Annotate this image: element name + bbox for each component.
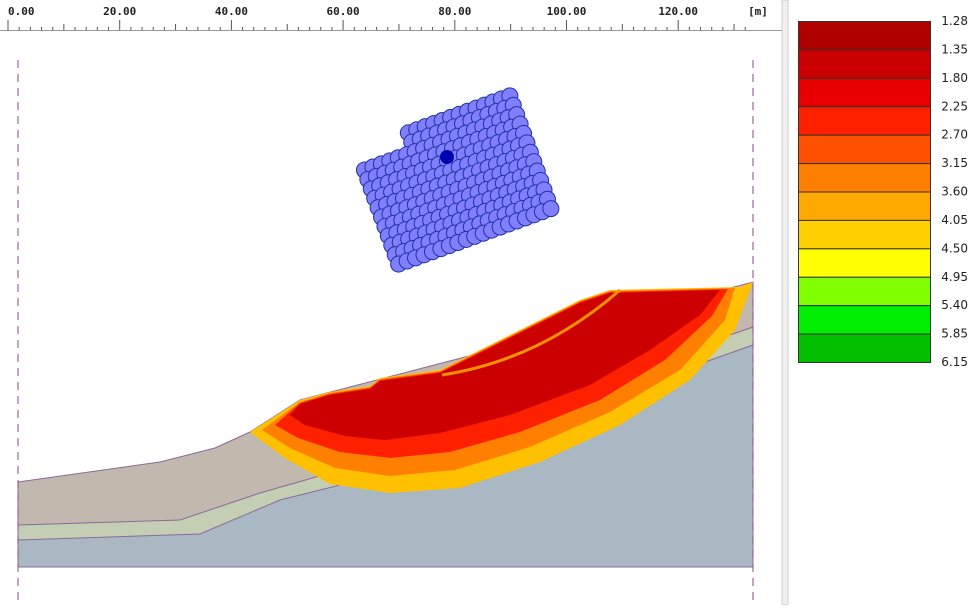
legend-label: 1.35 xyxy=(941,42,968,56)
critical-surface xyxy=(441,288,621,377)
legend-label: 1.80 xyxy=(941,71,968,85)
center-point xyxy=(542,200,560,218)
critical-center xyxy=(440,150,454,164)
slip-zone-4 xyxy=(290,290,720,440)
legend-label: 4.50 xyxy=(941,241,968,255)
legend-label: 3.15 xyxy=(941,156,968,170)
legend-swatch xyxy=(798,305,931,335)
legend-label: 1.28 xyxy=(941,14,968,28)
legend-label: 2.25 xyxy=(941,99,968,113)
legend-label: 5.85 xyxy=(941,327,968,341)
ruler-label: 60.00 xyxy=(327,5,360,18)
ruler-label: 100.00 xyxy=(547,5,587,18)
slip-centers xyxy=(355,87,560,273)
ruler-label: 120.00 xyxy=(658,5,698,18)
legend-label: 5.40 xyxy=(941,298,968,312)
legend: 1.28 1.35 1.80 2.25 2.70 3.15 3.60 4.05 4.50 4.95… xyxy=(798,14,968,369)
legend-swatch xyxy=(798,49,931,79)
legend-swatch xyxy=(798,219,931,250)
divider xyxy=(781,0,789,606)
ruler-ticks: 0.00 20.00 40.00 60.00 80.00 100.00 120.00 xyxy=(7,5,746,30)
legend-swatch xyxy=(798,77,931,108)
legend-swatch xyxy=(798,333,931,364)
legend-swatch xyxy=(798,21,931,51)
legend-swatch xyxy=(798,191,931,221)
legend-swatch xyxy=(798,163,931,193)
ruler-label: 0.00 xyxy=(8,5,35,18)
ruler-unit: [m] xyxy=(748,5,768,18)
legend-label: 4.95 xyxy=(941,270,968,284)
legend-swatch xyxy=(798,106,931,136)
legend-swatch xyxy=(798,248,931,278)
ruler-label: 40.00 xyxy=(215,5,248,18)
legend-label: 2.70 xyxy=(941,128,968,142)
legend-swatch xyxy=(798,276,931,307)
legend-label: 4.05 xyxy=(941,213,968,227)
legend-label: 3.60 xyxy=(941,185,968,199)
ruler-label: 80.00 xyxy=(438,5,471,18)
legend-label: 6.15 xyxy=(941,355,968,369)
legend-swatch xyxy=(798,134,931,165)
ruler-label: 20.00 xyxy=(103,5,136,18)
